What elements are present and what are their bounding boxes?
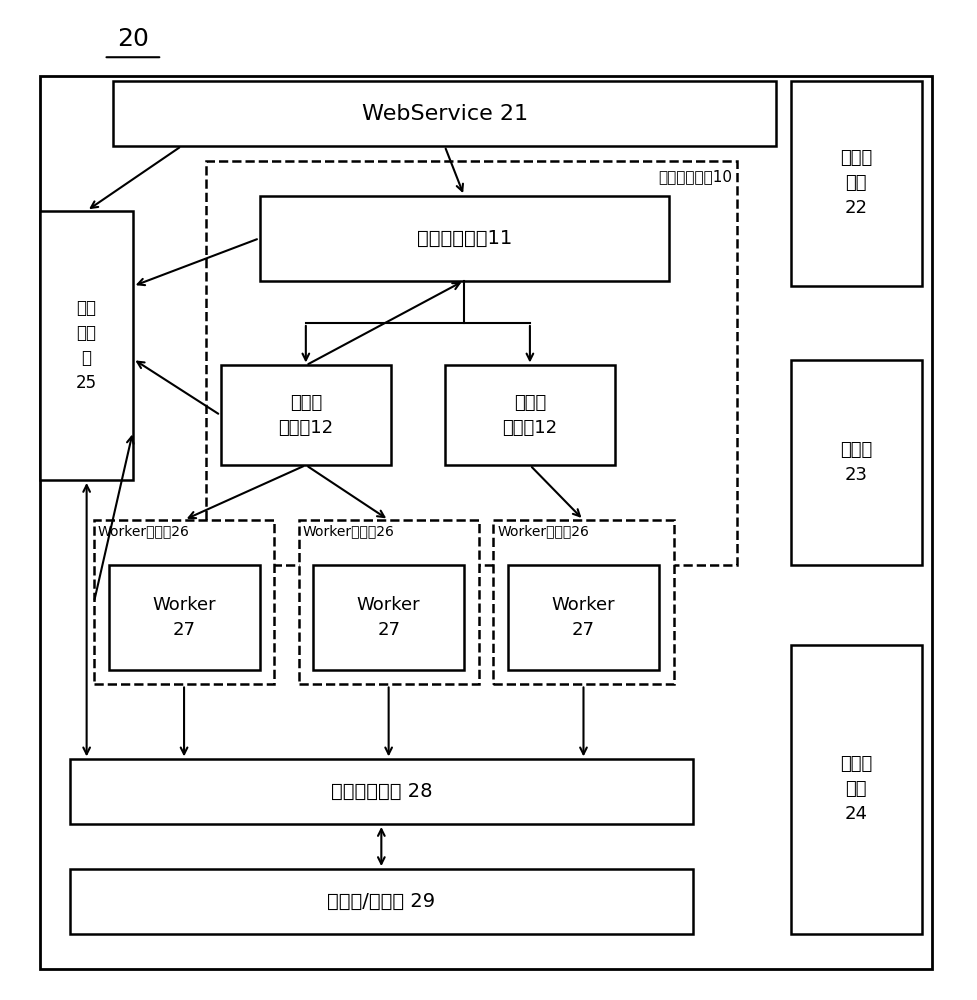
Text: Worker管理器26: Worker管理器26 (98, 524, 190, 538)
Bar (445, 365, 616, 465)
Bar (299, 520, 479, 684)
Bar (69, 759, 693, 824)
Text: Worker
27: Worker 27 (152, 596, 216, 639)
Text: 第二层
调度器12: 第二层 调度器12 (278, 394, 333, 437)
Text: Worker管理器26: Worker管理器26 (497, 524, 589, 538)
Text: 数据库
23: 数据库 23 (840, 441, 872, 484)
Bar (40, 211, 133, 480)
Text: 分布式
存储
24: 分布式 存储 24 (840, 755, 872, 823)
Text: Worker管理器26: Worker管理器26 (303, 524, 395, 538)
Bar (314, 565, 464, 670)
Bar (40, 76, 932, 969)
Bar (260, 196, 668, 281)
Text: 任务处理系统10: 任务处理系统10 (658, 169, 732, 184)
Text: 分布式
队列
22: 分布式 队列 22 (840, 149, 872, 217)
Bar (790, 645, 922, 934)
Text: 第二层
调度器12: 第二层 调度器12 (502, 394, 558, 437)
Bar (790, 81, 922, 286)
Text: 第一层调度器11: 第一层调度器11 (416, 229, 512, 248)
Bar (108, 565, 260, 670)
Bar (508, 565, 659, 670)
Text: Worker
27: Worker 27 (357, 596, 420, 639)
Text: 20: 20 (117, 27, 149, 51)
Bar (113, 81, 776, 146)
Text: 物理机/虚拟机 29: 物理机/虚拟机 29 (327, 892, 436, 911)
Bar (221, 365, 391, 465)
Bar (94, 520, 275, 684)
Text: Worker
27: Worker 27 (552, 596, 616, 639)
Bar (790, 360, 922, 565)
Bar (206, 161, 737, 565)
Text: 资源
管理
器
25: 资源 管理 器 25 (76, 299, 97, 392)
Text: 集群管理软件 28: 集群管理软件 28 (330, 782, 432, 801)
Bar (69, 869, 693, 934)
Bar (493, 520, 673, 684)
Text: WebService 21: WebService 21 (361, 104, 528, 124)
